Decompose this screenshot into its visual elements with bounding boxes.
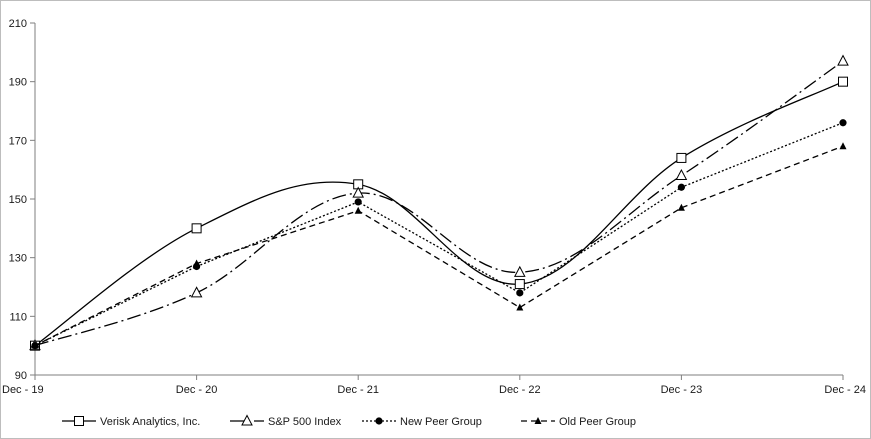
legend-label-old-peer: Old Peer Group (559, 416, 636, 428)
data-point-sp500 (675, 168, 688, 181)
data-point-sp500 (513, 265, 526, 277)
data-point-old-peer (839, 142, 847, 150)
legend-marker-verisk (74, 416, 84, 426)
y-tick-label: 130 (9, 253, 27, 265)
data-point-verisk (676, 152, 687, 163)
series-line-new-peer (34, 122, 844, 347)
data-point-sp500 (190, 286, 203, 298)
data-point-sp500 (837, 54, 849, 66)
legend-label-verisk: Verisk Analytics, Inc. (100, 416, 200, 428)
data-point-old-peer (354, 206, 362, 214)
x-tick-label: Dec - 20 (176, 384, 218, 396)
x-tick-label: Dec - 19 (2, 384, 44, 396)
data-point-new-peer (839, 119, 847, 127)
data-point-old-peer (677, 203, 685, 211)
data-point-old-peer (516, 303, 524, 311)
data-point-new-peer (677, 183, 686, 191)
y-tick-label: 110 (9, 311, 27, 323)
data-point-verisk (191, 223, 202, 234)
x-tick-label: Dec - 22 (499, 384, 541, 396)
y-tick-label: 150 (9, 194, 27, 206)
legend-label-sp500: S&P 500 Index (268, 416, 342, 428)
data-point-verisk (838, 76, 848, 87)
data-point-new-peer (354, 198, 362, 206)
data-point-old-peer (31, 341, 39, 349)
series-line-verisk (34, 81, 844, 347)
legend-marker-sp500 (241, 414, 253, 426)
y-tick-label: 210 (9, 18, 27, 30)
legend-label-new-peer: New Peer Group (400, 416, 482, 428)
data-point-sp500 (352, 186, 365, 198)
series-line-old-peer (34, 145, 844, 347)
x-tick-label: Dec - 24 (824, 384, 866, 396)
legend-marker-old-peer (534, 417, 542, 424)
data-point-old-peer (193, 259, 201, 267)
y-tick-label: 170 (9, 135, 27, 147)
x-tick-label: Dec - 21 (337, 384, 379, 396)
legend-marker-new-peer (375, 417, 383, 425)
y-tick-label: 90 (15, 370, 27, 382)
x-tick-label: Dec - 23 (661, 384, 703, 396)
data-point-verisk (514, 279, 525, 290)
series-line-sp500 (34, 60, 844, 347)
data-point-new-peer (516, 289, 524, 297)
y-tick-label: 190 (9, 77, 27, 89)
